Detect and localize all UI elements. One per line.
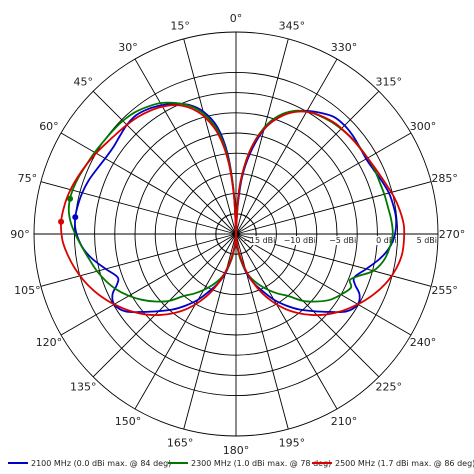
angle-label: 195° [279,437,306,450]
angle-label: 150° [115,415,142,428]
angle-label: 60° [39,120,59,133]
ring-label: −5 dBi [329,236,356,245]
ring-label: 0 dBi [376,236,396,245]
angle-label: 210° [331,415,358,428]
legend-label-2: 2300 MHz (1.0 dBi max. @ 78 deg) [191,459,331,468]
angle-label: 165° [167,437,194,450]
grid-ring [195,193,277,275]
angle-label: 345° [279,19,306,32]
max-marker-1 [72,214,79,221]
angle-labels: 0° 15° 30° 45° 60° 75° 90° 105° 120° 135° 150° 165°… [10,12,465,457]
grid-ring [114,112,358,356]
series-curves [58,101,406,316]
angle-label: 330° [331,41,358,54]
angle-label: 0° [230,12,243,25]
legend: 2100 MHz (0.0 dBi max. @ 84 deg) 2300 MHz… [8,459,474,468]
angle-label: 30° [118,41,138,54]
ring-label-bg [251,236,275,245]
ring-label: −10 dBi [284,236,316,245]
angle-label: 240° [410,336,437,349]
angle-label: 75° [18,172,38,185]
angle-label: 300° [410,120,437,133]
max-marker-3 [58,218,65,225]
angle-label: 135° [70,381,97,394]
angle-label: 225° [375,381,402,394]
max-marker-2 [67,195,74,202]
angle-label: 180° [223,444,250,457]
ring-label: −15 dBi [243,236,275,245]
ring-label-bg [332,236,356,245]
ring-label: 5 dBi [417,236,437,245]
angle-label: 90° [10,228,30,241]
ring-label-bg [291,236,315,245]
grid-ring [33,31,439,437]
ring-label-bg [413,236,436,245]
angle-label: 15° [170,19,190,32]
ring-label-bg [372,236,396,245]
angle-label: 270° [439,228,466,241]
grid-ring-minor [174,172,298,296]
ring-labels: −15 dBi −10 dBi −5 dBi 0 dBi 5 dBi [243,236,437,245]
legend-label-3: 2500 MHz (1.7 dBi max. @ 86 deg) [335,459,474,468]
angle-label: 285° [431,172,458,185]
legend-label-1: 2100 MHz (0.0 dBi max. @ 84 deg) [31,459,171,468]
grid-ring [154,152,318,316]
angle-label: 255° [431,284,458,297]
angle-label: 120° [36,336,63,349]
angle-label: 315° [375,75,402,88]
angle-label: 105° [14,284,41,297]
series-line-3 [60,104,406,316]
grid-ring-minor [134,132,338,336]
angle-label: 45° [74,75,94,88]
grid-ring-minor [94,92,378,376]
